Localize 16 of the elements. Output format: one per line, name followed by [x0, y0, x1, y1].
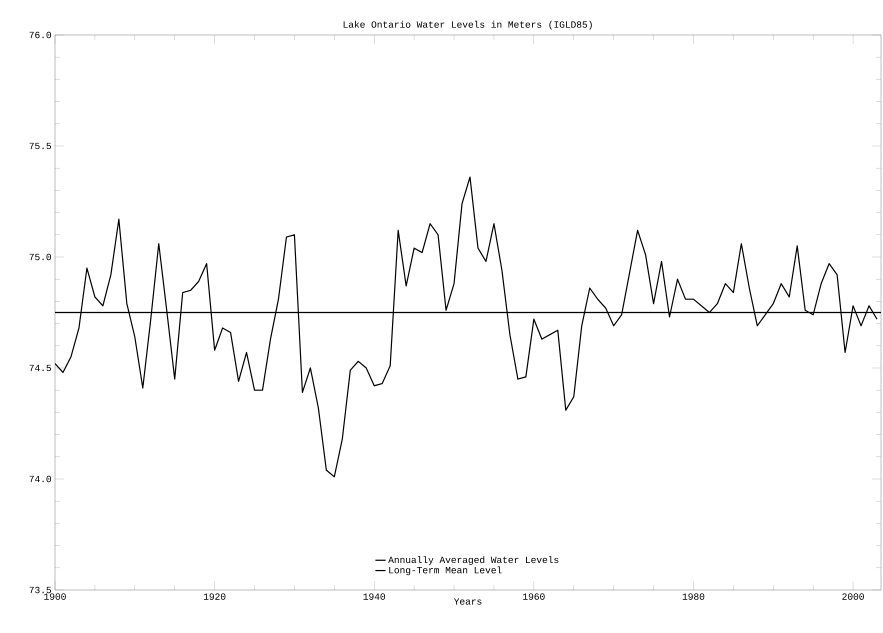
y-tick-label: 74.5 — [30, 364, 52, 372]
x-axis-title: Years — [454, 598, 482, 605]
x-tick-label: 1960 — [523, 593, 545, 600]
y-tick-label: 73.5 — [30, 586, 52, 594]
chart-title: Lake Ontario Water Levels in Meters (IGLD85) — [344, 20, 592, 30]
x-tick-label: 1940 — [364, 593, 386, 600]
x-tick-label: 2000 — [842, 593, 864, 600]
y-tick-label: 76.0 — [30, 32, 52, 38]
legend-label: Long-Term Mean Level — [389, 566, 502, 576]
legend-label: Annually Averaged Water Levels — [388, 556, 558, 565]
x-tick-label: 1900 — [44, 593, 66, 600]
x-tick-label: 1920 — [204, 593, 226, 600]
y-tick-label: 75.0 — [30, 254, 52, 260]
y-tick-label: 74.0 — [30, 476, 52, 482]
y-tick-label: 75.5 — [30, 142, 52, 150]
x-tick-label: 1980 — [682, 593, 704, 600]
